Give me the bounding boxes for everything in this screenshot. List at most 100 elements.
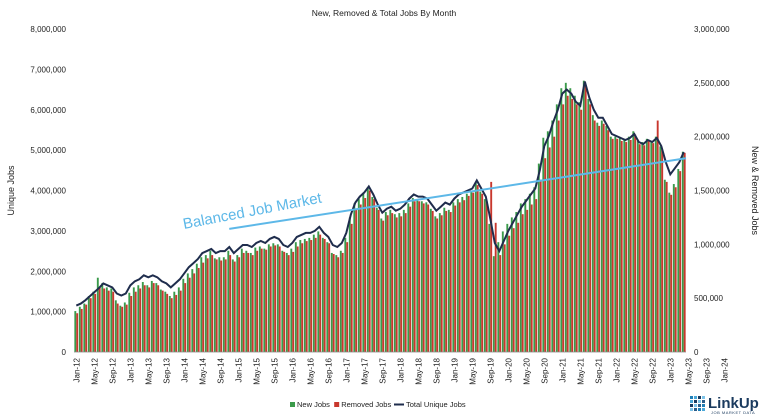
removed-jobs-bar (211, 255, 214, 352)
removed-jobs-bar (544, 158, 547, 352)
removed-jobs-bar (296, 246, 299, 352)
legend-label: Total Unique Jobs (406, 400, 466, 409)
new-jobs-bar (348, 217, 351, 352)
removed-jobs-bar (215, 259, 218, 352)
x-tick-label: Sep-15 (270, 357, 279, 383)
total-unique-jobs-line (75, 81, 685, 307)
removed-jobs-bar (224, 259, 227, 352)
left-tick-label: 3,000,000 (30, 227, 66, 236)
removed-jobs-bar (512, 228, 515, 352)
removed-jobs-bar (521, 214, 524, 352)
removed-jobs-bar (517, 222, 520, 352)
logo-dot (698, 408, 701, 411)
removed-jobs-bar (548, 147, 551, 352)
removed-jobs-bar (175, 294, 178, 352)
removed-jobs-bar (157, 285, 160, 352)
removed-jobs-bar (503, 244, 506, 352)
new-jobs-bar (483, 199, 486, 352)
x-tick-label: Jan-17 (342, 357, 351, 382)
new-jobs-bar (591, 115, 594, 352)
removed-jobs-bar (427, 204, 430, 352)
removed-jobs-bar (202, 262, 205, 352)
new-jobs-bar (384, 212, 387, 352)
x-tick-label: Sep-22 (648, 357, 657, 383)
new-jobs-bar (146, 285, 149, 352)
new-jobs-bar (492, 256, 495, 352)
removed-jobs-bar (467, 195, 470, 352)
right-tick-label: 1,500,000 (694, 187, 730, 196)
removed-jobs-bar (103, 288, 106, 352)
removed-jobs-bar (508, 235, 511, 352)
left-tick-label: 4,000,000 (30, 187, 66, 196)
removed-jobs-bar (179, 290, 182, 352)
removed-jobs-bar (611, 138, 614, 352)
new-jobs-bar (533, 187, 536, 352)
removed-jobs-bar (566, 95, 569, 353)
removed-jobs-bar (575, 104, 578, 352)
new-jobs-bar (285, 252, 288, 352)
new-jobs-bar (560, 88, 563, 352)
logo-dot (698, 396, 701, 399)
x-tick-label: Jan-15 (234, 357, 243, 382)
removed-jobs-bar (418, 201, 421, 352)
new-jobs-bar (605, 125, 608, 353)
new-jobs-bar (137, 285, 140, 352)
new-jobs-bar (227, 250, 230, 352)
removed-jobs-bar (269, 246, 272, 352)
removed-jobs-bar (328, 243, 331, 352)
removed-jobs-bar (382, 220, 385, 352)
removed-jobs-bar (283, 251, 286, 352)
removed-jobs-bar (76, 313, 79, 352)
new-jobs-bar (402, 209, 405, 352)
x-tick-label: Sep-18 (432, 357, 441, 383)
new-jobs-bar (452, 202, 455, 352)
new-jobs-bar (456, 199, 459, 352)
x-tick-label: Sep-21 (594, 357, 603, 383)
removed-jobs-bar (94, 293, 97, 352)
new-jobs-bar (506, 223, 509, 352)
x-tick-label: Sep-13 (162, 357, 171, 383)
x-tick-label: May-16 (306, 357, 315, 384)
right-tick-label: 1,000,000 (694, 240, 730, 249)
balanced-job-market-line (229, 157, 687, 230)
new-jobs-bar (330, 252, 333, 352)
new-jobs-bar (74, 311, 77, 352)
removed-jobs-bar (445, 210, 448, 352)
x-tick-label: May-19 (468, 357, 477, 384)
removed-jobs-bar (355, 209, 358, 352)
removed-jobs-bar (238, 257, 241, 352)
new-jobs-bar (627, 136, 630, 352)
removed-jobs-bar (350, 223, 353, 352)
new-jobs-bar (366, 187, 369, 352)
new-jobs-bar (371, 196, 374, 352)
bar-series (74, 80, 686, 353)
right-tick-label: 0 (694, 348, 699, 357)
new-jobs-bar (353, 203, 356, 352)
new-jobs-bar (447, 209, 450, 352)
new-jobs-bar (362, 192, 365, 352)
left-axis-title: Unique Jobs (6, 165, 16, 216)
new-jobs-bar (164, 291, 167, 352)
new-jobs-bar (267, 244, 270, 352)
left-tick-label: 5,000,000 (30, 146, 66, 155)
left-tick-label: 0 (62, 348, 67, 357)
removed-jobs-bar (377, 209, 380, 352)
right-tick-label: 500,000 (694, 294, 723, 303)
removed-jobs-bar (233, 261, 236, 352)
new-jobs-bar (542, 137, 545, 352)
new-jobs-bar (438, 213, 441, 352)
new-jobs-bar (479, 191, 482, 352)
left-axis-ticks: 0 1,000,000 2,000,000 3,000,000 4,000,000 5,0… (30, 25, 66, 357)
x-tick-label: Jan-16 (288, 357, 297, 382)
right-axis-ticks: 0 500,000 1,000,000 1,500,000 2,000,000 2,500… (694, 25, 730, 357)
new-jobs-bar (303, 238, 306, 352)
removed-jobs-bar (535, 199, 538, 352)
x-tick-label: May-23 (684, 357, 693, 384)
logo-dot (694, 396, 697, 399)
removed-jobs-bar (562, 104, 565, 352)
new-jobs-bar (519, 203, 522, 352)
new-jobs-bar (110, 288, 113, 352)
removed-jobs-bar (359, 204, 362, 352)
removed-jobs-bar (404, 213, 407, 352)
removed-jobs-bar (422, 203, 425, 352)
